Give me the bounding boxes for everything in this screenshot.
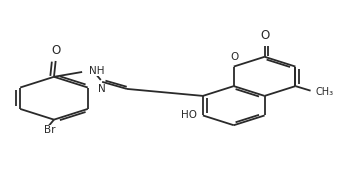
Text: N: N — [98, 84, 106, 94]
Text: O: O — [261, 29, 270, 42]
Text: HO: HO — [181, 110, 197, 120]
Text: O: O — [231, 53, 239, 63]
Text: Br: Br — [44, 125, 56, 135]
Text: CH₃: CH₃ — [316, 87, 334, 97]
Text: O: O — [52, 44, 61, 57]
Text: NH: NH — [89, 66, 104, 76]
